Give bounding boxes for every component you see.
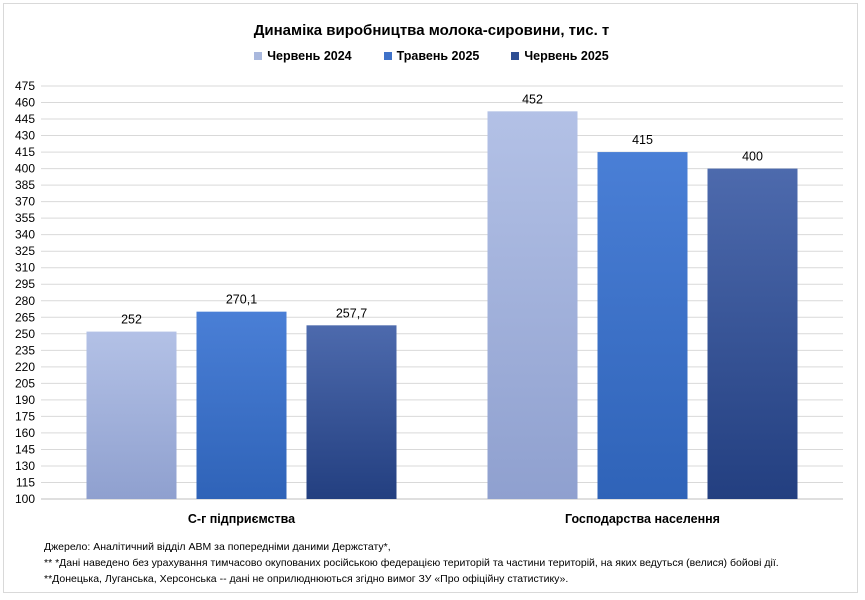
y-tick-label-4: 160 xyxy=(15,426,35,440)
data-label-0-2: 257,7 xyxy=(336,306,367,320)
y-tick-label-7: 205 xyxy=(15,376,35,390)
y-tick-label-18: 370 xyxy=(15,195,35,209)
chart-title: Динаміка виробництва молока-сировини, ти… xyxy=(253,22,610,39)
y-tick-label-14: 310 xyxy=(15,261,35,275)
footnote-territories: ** *Дані наведено без урахування тимчасо… xyxy=(44,557,779,569)
y-tick-label-0: 100 xyxy=(15,492,35,506)
y-tick-label-13: 295 xyxy=(15,277,35,291)
y-tick-label-21: 415 xyxy=(15,145,35,159)
y-tick-label-10: 250 xyxy=(15,327,35,341)
y-tick-label-6: 190 xyxy=(15,393,35,407)
legend-label-2: Червень 2025 xyxy=(524,49,609,63)
x-category-label-1: Господарства населення xyxy=(565,512,720,526)
y-tick-label-24: 460 xyxy=(15,96,35,110)
y-tick-label-25: 475 xyxy=(15,79,35,93)
legend-swatch-1 xyxy=(383,52,392,60)
x-category-label-0: С-г підприємства xyxy=(188,512,296,526)
footnote-source: Джерело: Аналітичний відділ АВМ за попер… xyxy=(44,541,391,553)
legend-item-0: Червень 2024 xyxy=(254,49,352,63)
y-tick-label-5: 175 xyxy=(15,409,35,423)
legend-item-1: Травень 2025 xyxy=(383,49,480,63)
y-tick-label-9: 235 xyxy=(15,343,35,357)
legend-label-1: Травень 2025 xyxy=(396,49,480,63)
legend-item-2: Червень 2025 xyxy=(511,49,609,63)
bar-0-0 xyxy=(86,331,177,499)
y-tick-label-8: 220 xyxy=(15,360,35,374)
footnotes: Джерело: Аналітичний відділ АВМ за попер… xyxy=(44,539,779,587)
legend-label-0: Червень 2024 xyxy=(267,49,352,63)
bar-0-1 xyxy=(196,311,287,499)
y-tick-label-2: 130 xyxy=(15,459,35,473)
y-tick-label-1: 115 xyxy=(16,475,35,489)
data-label-0-1: 270,1 xyxy=(226,293,257,307)
y-tick-label-15: 325 xyxy=(15,244,35,258)
y-tick-label-22: 430 xyxy=(15,129,35,143)
data-label-1-1: 415 xyxy=(632,133,653,147)
y-tick-label-3: 145 xyxy=(15,442,35,456)
bar-1-2 xyxy=(707,168,798,499)
footnote-regions: **Донецька, Луганська, Херсонська -- дан… xyxy=(44,573,569,585)
y-tick-label-19: 385 xyxy=(15,178,35,192)
y-tick-label-23: 445 xyxy=(15,112,35,126)
y-tick-label-11: 265 xyxy=(15,310,35,324)
bar-1-0 xyxy=(487,111,578,500)
data-label-0-0: 252 xyxy=(121,313,142,327)
y-tick-label-17: 355 xyxy=(15,211,35,225)
data-label-1-2: 400 xyxy=(742,150,763,164)
legend-swatch-2 xyxy=(511,52,520,60)
legend-swatch-0 xyxy=(254,52,263,60)
y-tick-label-12: 280 xyxy=(15,294,35,308)
bar-0-2 xyxy=(306,325,397,499)
data-label-1-0: 452 xyxy=(522,92,543,106)
bar-1-1 xyxy=(597,152,688,499)
legend: Червень 2024 Травень 2025 Червень 2025 xyxy=(4,49,859,63)
y-tick-label-16: 340 xyxy=(15,228,35,242)
y-tick-label-20: 400 xyxy=(15,162,35,176)
